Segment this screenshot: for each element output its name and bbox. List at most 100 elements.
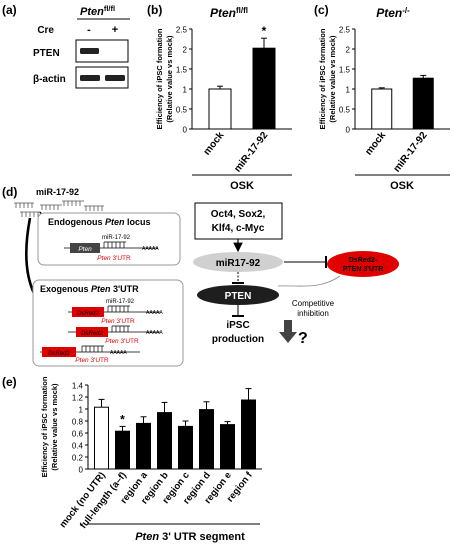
blot-row-pten: PTEN xyxy=(33,48,60,59)
cre-label: Cre xyxy=(37,25,54,36)
reporter-line-1: DsRed2- xyxy=(349,257,378,264)
bar xyxy=(252,47,276,130)
y-tick-label: 0 xyxy=(79,466,84,475)
mirna-ellipse xyxy=(193,252,283,272)
endogenous-title: Endogenous Pten locus xyxy=(48,217,151,227)
significance-mark: * xyxy=(262,24,267,38)
y-axis-label: (Relative value vs mock) xyxy=(328,35,337,123)
factors-line-1: Oct4, Sox2, xyxy=(211,209,266,220)
y-tick-label: 1.4 xyxy=(72,382,84,391)
reporter-ellipse xyxy=(327,251,399,277)
y-axis-label: (Relative value vs mock) xyxy=(165,35,174,123)
y-axis-label: Efficiency of iPSC formation xyxy=(40,376,49,477)
dsred-box-1 xyxy=(72,307,104,317)
competitive-line xyxy=(277,275,341,287)
y-tick-label: 0.6 xyxy=(72,430,84,439)
panel-d: (d) miR-17-92 Endogenous Pten locus Pten… xyxy=(2,185,399,367)
polya-endo: AAAAA xyxy=(142,246,159,252)
y-tick-label: 2 xyxy=(183,46,188,55)
polya-exo-2: AAAAA xyxy=(146,330,163,336)
reporter-line-2: PTEN 3'UTR xyxy=(343,266,384,273)
y-tick-label: 0.8 xyxy=(72,418,84,427)
competitive-line-2: inhibition xyxy=(297,309,329,318)
dsred-label-3: DsRed2 xyxy=(48,351,70,357)
panel-b-label: (b) xyxy=(147,3,162,17)
y-tick-label: 2.5 xyxy=(176,26,188,35)
blot-row-actin: β-actin xyxy=(33,74,66,85)
y-tick-label: 0 xyxy=(183,126,188,135)
blot-actin-frame xyxy=(75,66,129,89)
chart-b: 0 0.5 1 1.5 2 2.5 Efficiency of iPSC formation… xyxy=(155,24,292,175)
factors-box xyxy=(194,202,283,240)
site-label-exo: miR-17-92 xyxy=(106,299,135,305)
panel-e: (e) 0 0.2 0.4 0.6 0.8 1 1.2 1.4 Efficiency of iP… xyxy=(2,375,262,543)
y-tick-label: 0.5 xyxy=(339,106,351,115)
y-axis-label: (Relative value vs mock) xyxy=(50,383,59,471)
y-tick-label: 1.5 xyxy=(176,66,188,75)
category-label: miR-17-92 xyxy=(232,130,270,175)
y-tick-label: 0 xyxy=(346,126,351,135)
competitive-line-1: Competitive xyxy=(292,299,335,308)
mirna-strands xyxy=(14,200,104,217)
bar xyxy=(371,88,393,130)
panel-a-label: (a) xyxy=(2,3,17,17)
panel-b: (b) Ptenfl/fl 0 0.5 1 1.5 2 2.5 Efficiency of … xyxy=(147,3,292,192)
pten-protein-label: PTEN xyxy=(225,291,252,302)
exogenous-title: Exogenous Pten 3'UTR xyxy=(40,284,139,294)
question-mark: ? xyxy=(298,330,308,347)
panel-c: (c) Pten-/- 0 0.5 1 1.5 2 2.5 Efficiency of iP… xyxy=(314,3,450,192)
utr-label-endo: Pten 3'UTR xyxy=(97,255,131,262)
y-tick-label: 1.2 xyxy=(72,394,84,403)
lane-minus: - xyxy=(87,24,91,36)
panel-c-label: (c) xyxy=(314,3,329,17)
utr-label-exo-3: Pten 3'UTR xyxy=(75,357,109,364)
exogenous-construct-2: DsRed2 AAAAA Pten 3'UTR xyxy=(68,325,163,345)
panel-e-label: (e) xyxy=(2,375,17,389)
bar xyxy=(115,430,130,470)
blot-actin-band-1 xyxy=(80,75,100,81)
category-label: mock xyxy=(202,130,227,158)
dsred-box-3 xyxy=(42,347,76,357)
exogenous-construct-3: DsRed2 AAAAA Pten 3'UTR xyxy=(40,345,140,364)
y-tick-label: 0.5 xyxy=(176,106,188,115)
utr-label-exo-1: Pten 3'UTR xyxy=(101,318,135,325)
bar xyxy=(136,422,151,470)
bar xyxy=(208,88,232,130)
y-tick-label: 2.5 xyxy=(339,26,351,35)
category-label: miR-17-92 xyxy=(392,130,430,175)
chart-c: 0 0.5 1 1.5 2 2.5 Efficiency of iPSC formation… xyxy=(318,26,450,175)
bar xyxy=(220,424,235,470)
category-label: mock xyxy=(363,130,388,158)
y-tick-label: 0.4 xyxy=(72,442,84,451)
ipsc-line-2: production xyxy=(212,334,264,345)
panel-c-title: Pten-/- xyxy=(376,6,410,20)
panel-b-group-label: OSK xyxy=(230,180,254,192)
bar xyxy=(412,77,434,130)
blot-pten-frame xyxy=(75,39,129,63)
down-arrow-icon xyxy=(279,320,297,343)
endogenous-construct: Pten miR-17-92 AAAAA Pten 3'UTR xyxy=(64,235,159,262)
y-tick-label: 1 xyxy=(183,86,188,95)
panel-d-label: (d) xyxy=(2,185,17,199)
polya-exo-3: AAAAA xyxy=(110,350,127,356)
polya-exo-1: AAAAA xyxy=(146,310,163,316)
bar xyxy=(199,409,214,470)
chart-e: 0 0.2 0.4 0.6 0.8 1 1.2 1.4 Efficiency of iPSC f… xyxy=(40,376,262,531)
dsred-box-2 xyxy=(76,327,108,337)
y-axis-label: Efficiency of iPSC formation xyxy=(155,28,164,129)
pten-gene-box xyxy=(70,243,100,253)
mirna-center-label: miR17-92 xyxy=(216,258,261,269)
panel-c-group-label: OSK xyxy=(390,180,414,192)
y-tick-label: 2 xyxy=(346,46,351,55)
y-tick-label: 1.5 xyxy=(339,66,351,75)
panel-a: (a) Ptenfl/fl Cre - + PTEN β-actin xyxy=(2,3,130,89)
bar xyxy=(157,412,172,470)
genotype-label: Ptenfl/fl xyxy=(80,4,115,18)
bar xyxy=(241,399,256,470)
y-tick-label: 0.2 xyxy=(72,454,84,463)
ipsc-line-1: iPSC xyxy=(226,320,249,331)
significance-mark: * xyxy=(120,412,125,426)
pten-ellipse xyxy=(197,285,279,305)
exogenous-box xyxy=(32,279,184,367)
